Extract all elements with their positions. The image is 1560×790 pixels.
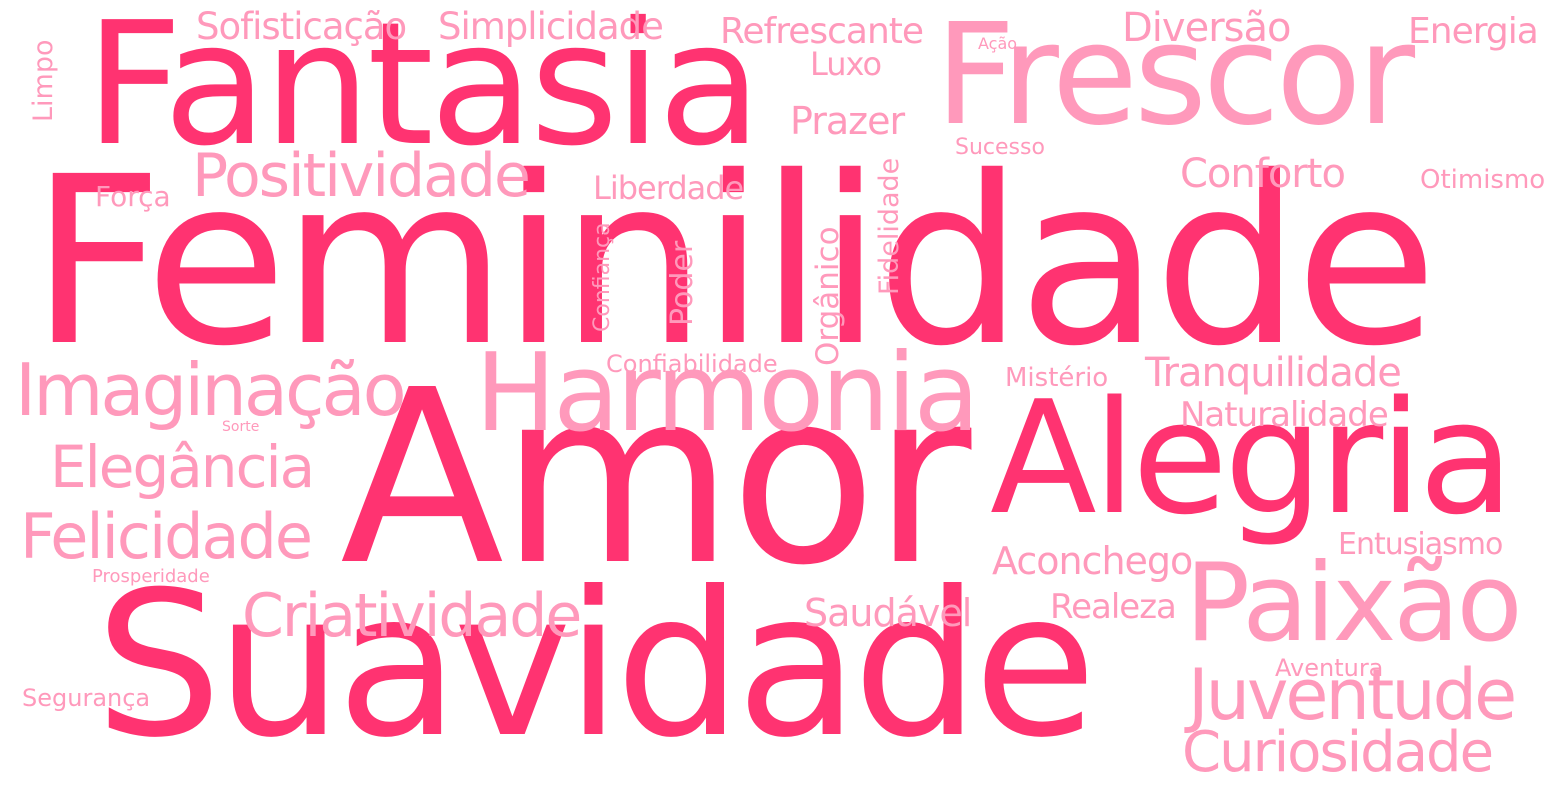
word-poder: Poder: [665, 240, 700, 326]
word-frescor: Frescor: [935, 0, 1415, 157]
word-positividade: Positividade: [192, 141, 531, 211]
word-prazer: Prazer: [790, 99, 905, 143]
word-suavidade: Suavidade: [95, 549, 1097, 782]
word-otimismo: Otimismo: [1420, 165, 1546, 195]
word-refrescante: Refrescante: [720, 11, 924, 52]
word-alegria: Alegria: [990, 367, 1514, 549]
word-harmonia: Harmonia: [475, 331, 980, 456]
word-imaginacao: Imaginação: [15, 348, 407, 432]
word-saudavel: Saudável: [804, 591, 972, 635]
word-amor: Amor: [340, 338, 971, 618]
word-aconchego: Aconchego: [992, 539, 1193, 583]
word-sucesso: Sucesso: [955, 135, 1045, 160]
word-fidelidade: Fidelidade: [874, 157, 905, 295]
word-sorte: Sorte: [222, 419, 260, 435]
word-naturalidade: Naturalidade: [1180, 395, 1389, 435]
word-acao: Ação: [978, 34, 1018, 53]
word-confianca: Confiança: [590, 222, 615, 332]
word-diversao: Diversão: [1122, 5, 1291, 51]
word-realeza: Realeza: [1050, 587, 1177, 627]
word-felicidade: Felicidade: [20, 500, 313, 573]
word-sofisticacao: Sofisticação: [196, 5, 407, 48]
word-aventura: Aventura: [1275, 654, 1384, 682]
word-paixao: Paixão: [1185, 541, 1523, 666]
word-curiosidade: Curiosidade: [1182, 720, 1494, 785]
word-elegancia: Elegância: [50, 433, 315, 501]
word-forca: Força: [95, 180, 171, 213]
word-confiabilidade: Confiabilidade: [606, 350, 778, 378]
word-luxo: Luxo: [810, 45, 882, 83]
word-limpo: Limpo: [28, 39, 59, 122]
word-liberdade: Liberdade: [593, 169, 744, 207]
word-entusiasmo: Entusiasmo: [1338, 527, 1503, 562]
word-juventude: Juventude: [1188, 654, 1517, 736]
word-prosperidade: Prosperidade: [92, 566, 210, 587]
word-simplicidade: Simplicidade: [438, 5, 664, 48]
word-feminilidade: Feminilidade: [30, 127, 1438, 397]
word-energia: Energia: [1408, 11, 1539, 52]
word-organico: Orgânico: [810, 226, 846, 366]
word-tranquilidade: Tranquilidade: [1145, 350, 1402, 396]
word-seguranca: Segurança: [22, 684, 151, 712]
word-criatividade: Criatividade: [242, 581, 582, 651]
word-fantasia: Fantasia: [85, 0, 762, 184]
word-conforto: Conforto: [1180, 151, 1346, 197]
word-misterio: Mistério: [1005, 363, 1109, 393]
